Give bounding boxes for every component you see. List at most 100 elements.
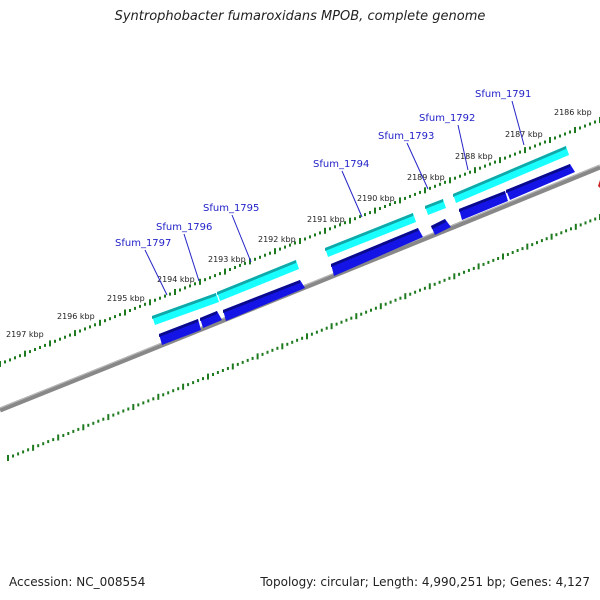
inner-ring-tick [350,316,353,320]
outer-ring-tick [324,227,326,234]
inner-ring-tick [296,338,299,342]
inner-ring-tick [271,348,274,352]
outer-ring-tick [144,302,146,306]
outer-ring-tick [4,360,6,364]
gene-label-sfum-1791[interactable]: Sfum_1791 [475,89,531,100]
kbp-label-2194: 2194 kbp [157,275,195,284]
cds-inner-7[interactable] [159,319,201,345]
outer-ring-tick [479,166,481,170]
outer-ring-tick [319,231,321,235]
outer-ring-tick [149,299,151,306]
inner-ring-tick [492,258,495,262]
inner-ring-tick [97,419,100,423]
cds-inner-6[interactable] [200,311,222,328]
outer-ring-tick [79,329,81,333]
outer-ring-tick [464,172,466,176]
cds-outer-5[interactable] [152,293,219,325]
inner-ring-tick [448,276,451,280]
outer-ring-tick [574,127,576,133]
outer-ring-tick [169,292,171,296]
outer-ring-tick [439,182,441,186]
inner-ring-tick [187,383,190,387]
inner-ring-tick [526,243,529,250]
kbp-label-2196: 2196 kbp [57,312,95,321]
cds-inner-5[interactable] [223,280,305,321]
outer-ring-tick [84,327,86,331]
inner-ring-tick [137,403,140,407]
inner-ring-tick [77,427,80,431]
outer-ring-tick [69,333,71,337]
inner-ring-tick [12,454,14,458]
inner-ring-tick [62,434,65,437]
kbp-label-2195: 2195 kbp [107,294,145,303]
inner-ring-tick [370,308,372,312]
inner-ring-tick [506,253,509,256]
inner-ring-tick [438,280,441,284]
cds-outer-4[interactable] [217,260,299,301]
cds-inner-2[interactable] [459,191,508,220]
inner-ring-tick [536,241,538,245]
inner-ring-tick [177,387,180,391]
cds-inner-1[interactable] [506,164,575,200]
outer-ring-tick [14,356,16,360]
inner-ring-tick [325,326,328,330]
inner-ring-tick [231,363,234,370]
inner-ring-tick [157,393,160,400]
cds-inner-3[interactable] [431,219,451,235]
outer-ring-tick [349,217,351,224]
inner-ring-tick [516,249,519,252]
inner-ring-tick [172,389,175,393]
outer-ring-tick [309,235,311,239]
leader-line-sfum-1792 [457,124,469,171]
gene-label-sfum-1795[interactable]: Sfum_1795 [203,203,259,214]
inner-ring-tick [306,333,308,340]
inner-ring-tick [335,322,338,326]
outer-ring-tick [104,319,106,323]
outer-ring-tick [549,137,551,143]
gene-label-sfum-1796[interactable]: Sfum_1796 [156,222,212,233]
outer-ring-tick [199,278,201,285]
outer-ring-tick [264,253,266,257]
cds-outer-1[interactable] [453,146,569,203]
inner-ring-tick [132,404,135,410]
inner-ring-tick [47,440,50,444]
inner-ring-tick [27,448,30,452]
inner-ring-tick [152,397,155,401]
kbp-label-2187: 2187 kbp [505,130,543,139]
outer-ring-tick [314,233,316,237]
leader-line-sfum-1796 [183,233,200,282]
outer-ring-tick [224,268,226,275]
inner-ring-tick [482,262,485,266]
inner-ring-tick [320,328,323,332]
outer-ring-tick [294,241,296,245]
inner-ring-tick [560,231,563,235]
cds-outer-2[interactable] [425,199,446,215]
gene-label-sfum-1797[interactable]: Sfum_1797 [115,238,171,249]
gene-label-sfum-1793[interactable]: Sfum_1793 [378,131,434,142]
inner-ring-tick [226,367,229,370]
outer-ring-tick [34,348,36,351]
outer-ring-tick [579,126,581,130]
inner-ring-tick [192,381,195,385]
outer-ring-tick [164,294,166,298]
inner-ring-tick [17,452,20,456]
outer-ring-tick [99,319,101,326]
outer-ring-tick [454,176,456,180]
outer-ring-tick [249,258,251,265]
map-title: Syntrophobacter fumaroxidans MPOB, compl… [114,9,486,24]
leader-line-sfum-1791 [511,100,525,146]
outer-ring-tick [329,227,331,231]
gene-label-sfum-1792[interactable]: Sfum_1792 [419,113,475,124]
inner-ring-tick [487,260,490,264]
outer-ring-tick [39,346,41,349]
inner-ring-tick [291,340,294,344]
gene-label-sfum-1794[interactable]: Sfum_1794 [313,159,369,170]
kbp-label-2191: 2191 kbp [307,215,345,224]
inner-ring-tick [550,233,553,240]
inner-ring-tick [414,290,417,294]
cds-inner-4[interactable] [331,228,423,276]
inner-ring-tick [236,362,239,366]
outer-ring-tick [524,147,526,154]
inner-ring-tick [423,286,426,290]
cds-outer-3[interactable] [325,213,416,257]
